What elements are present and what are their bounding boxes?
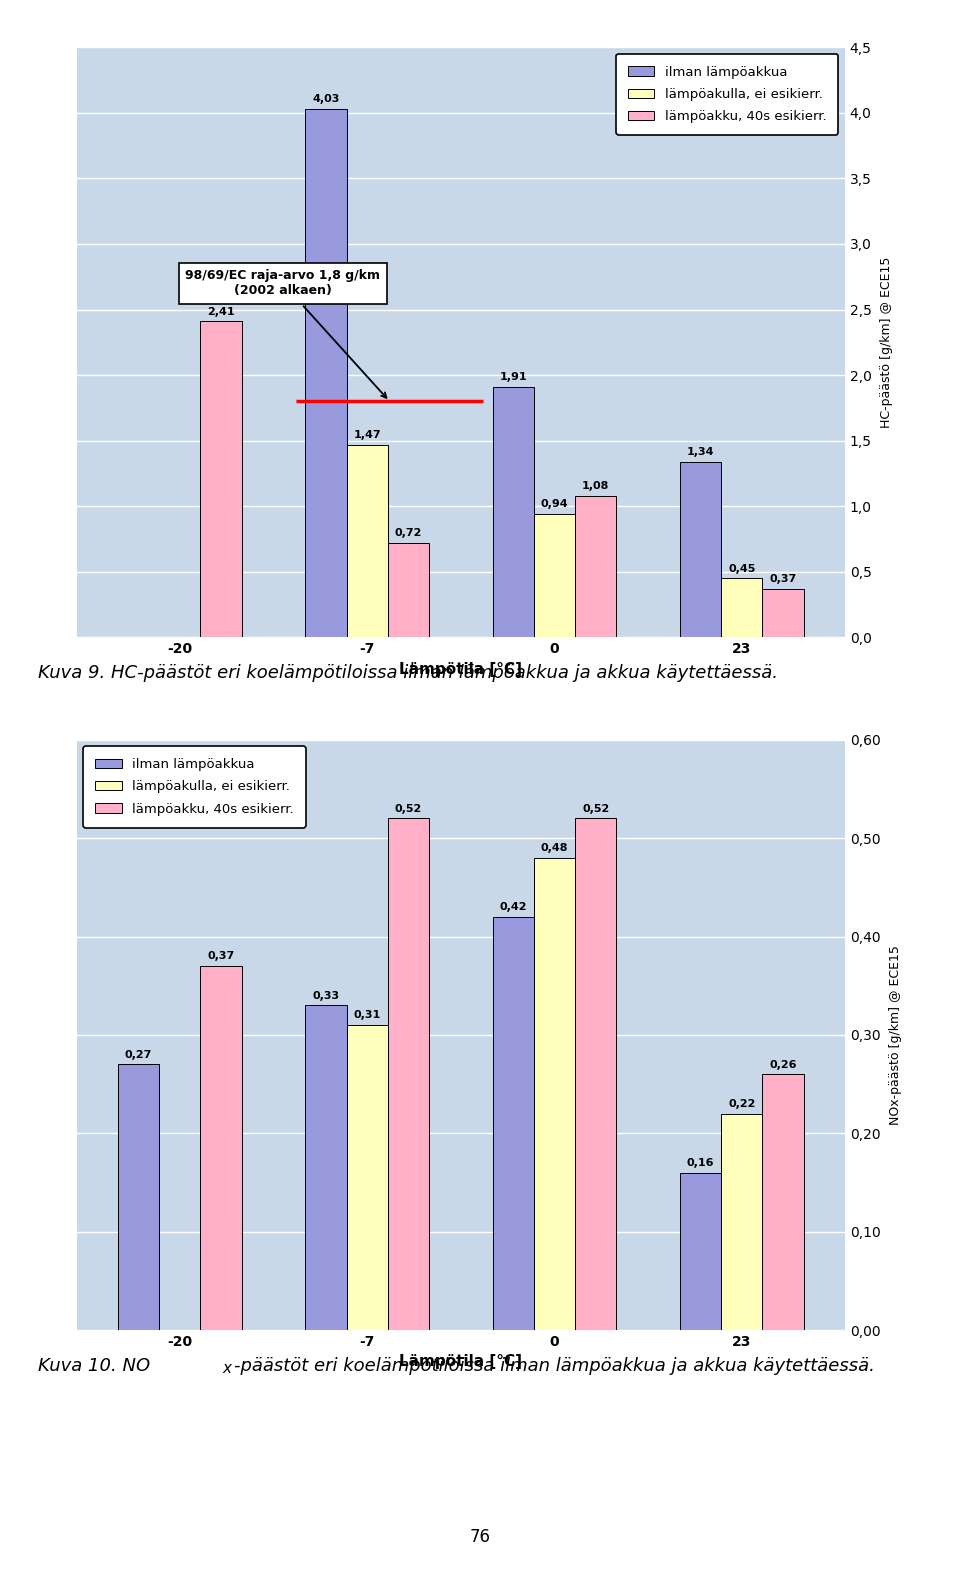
Bar	[534, 515, 575, 637]
Y-axis label: NOx-päästö [g/km] @ ECE15: NOx-päästö [g/km] @ ECE15	[889, 944, 901, 1125]
Text: 0,37: 0,37	[207, 951, 234, 962]
Bar	[680, 1173, 721, 1330]
Text: 76: 76	[469, 1528, 491, 1546]
Y-axis label: HC-päästö [g/km] @ ECE15: HC-päästö [g/km] @ ECE15	[880, 257, 893, 428]
Text: 0,22: 0,22	[728, 1099, 756, 1108]
X-axis label: Lämpötila [°C]: Lämpötila [°C]	[399, 663, 522, 677]
Bar	[388, 818, 429, 1330]
Bar	[492, 916, 534, 1330]
Bar	[201, 321, 242, 637]
Bar	[762, 1073, 804, 1330]
Text: 2,41: 2,41	[207, 307, 235, 316]
Bar	[118, 1064, 159, 1330]
Bar	[721, 579, 762, 637]
Text: 1,91: 1,91	[499, 371, 527, 382]
Text: Kuva 9. HC-päästöt eri koelämpötiloissa ilman lämpöakkua ja akkua käytettäessä.: Kuva 9. HC-päästöt eri koelämpötiloissa …	[38, 664, 779, 682]
Text: 0,48: 0,48	[540, 844, 568, 853]
Legend: ilman lämpöakkua, lämpöakulla, ei esikierr., lämpöakku, 40s esikierr.: ilman lämpöakkua, lämpöakulla, ei esikie…	[84, 746, 305, 828]
Bar	[388, 543, 429, 637]
Text: 0,45: 0,45	[728, 563, 756, 575]
Bar	[347, 444, 388, 637]
Text: 0,26: 0,26	[769, 1059, 797, 1070]
Bar	[575, 496, 616, 637]
Text: 0,94: 0,94	[540, 499, 568, 510]
Legend: ilman lämpöakkua, lämpöakulla, ei esikierr., lämpöakku, 40s esikierr.: ilman lämpöakkua, lämpöakulla, ei esikie…	[616, 54, 838, 135]
Text: 0,16: 0,16	[686, 1158, 714, 1168]
Bar	[575, 818, 616, 1330]
Text: Kuva 10. NO: Kuva 10. NO	[38, 1357, 151, 1374]
Text: 98/69/EC raja-arvo 1,8 g/km
(2002 alkaen): 98/69/EC raja-arvo 1,8 g/km (2002 alkaen…	[185, 269, 387, 398]
Text: 1,08: 1,08	[582, 482, 610, 491]
Text: 0,31: 0,31	[353, 1011, 381, 1020]
Text: x: x	[223, 1360, 231, 1376]
Text: 4,03: 4,03	[312, 94, 340, 104]
Bar	[680, 461, 721, 637]
Text: 1,34: 1,34	[686, 447, 714, 456]
Text: 0,27: 0,27	[125, 1050, 153, 1059]
Bar	[762, 589, 804, 637]
X-axis label: Lämpötila [°C]: Lämpötila [°C]	[399, 1355, 522, 1369]
Bar	[347, 1025, 388, 1330]
Text: 0,37: 0,37	[769, 575, 797, 584]
Bar	[534, 858, 575, 1330]
Text: 1,47: 1,47	[353, 430, 381, 439]
Text: 0,42: 0,42	[499, 902, 527, 913]
Text: 0,52: 0,52	[395, 804, 422, 814]
Bar	[492, 387, 534, 637]
Bar	[305, 109, 347, 637]
Text: 0,72: 0,72	[395, 529, 422, 538]
Bar	[721, 1114, 762, 1330]
Text: 0,52: 0,52	[582, 804, 610, 814]
Bar	[201, 966, 242, 1330]
Text: 0,33: 0,33	[312, 990, 340, 1001]
Text: -päästöt eri koelämpötiloissa ilman lämpöakkua ja akkua käytettäessä.: -päästöt eri koelämpötiloissa ilman lämp…	[234, 1357, 876, 1374]
Bar	[305, 1006, 347, 1330]
